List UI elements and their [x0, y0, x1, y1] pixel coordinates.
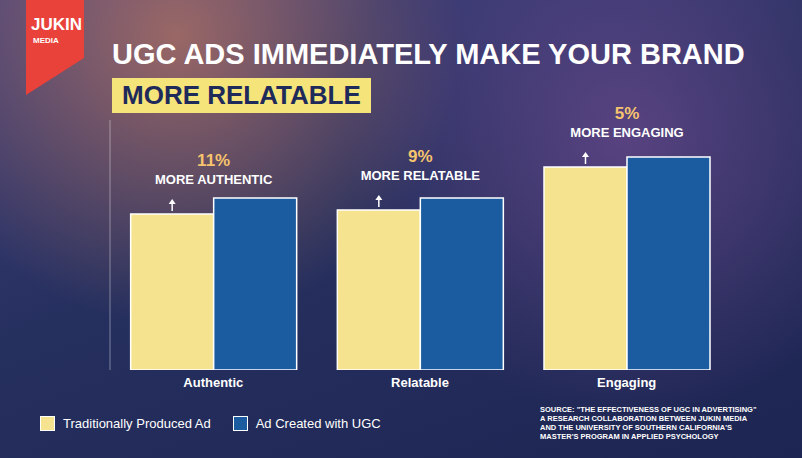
- html-text:MASTER'S PROGRAM IN APPLIED PS: MASTER'S PROGRAM IN APPLIED PSYCHOLOGY: [540, 432, 719, 441]
- html-text:MORE RELATABLE: MORE RELATABLE: [122, 80, 361, 110]
- html-text:UGC ADS IMMEDIATELY MAKE YOUR: UGC ADS IMMEDIATELY MAKE YOUR BRAND: [112, 38, 745, 70]
- svg-text:MORE RELATABLE: MORE RELATABLE: [361, 168, 481, 183]
- svg-text:Relatable: Relatable: [391, 375, 449, 390]
- svg-text:Engaging: Engaging: [597, 375, 656, 390]
- svg-text:MEDIA: MEDIA: [33, 36, 59, 45]
- svg-text:9%: 9%: [408, 147, 433, 166]
- svg-text:11%: 11%: [197, 151, 230, 170]
- svg-text:Authentic: Authentic: [183, 375, 243, 390]
- svg-text:JUKIN: JUKIN: [31, 15, 82, 34]
- svg-text:5%: 5%: [615, 104, 640, 123]
- svg-text:MORE AUTHENTIC: MORE AUTHENTIC: [155, 172, 273, 187]
- html-text:Ad Created with UGC: Ad Created with UGC: [255, 416, 381, 431]
- html-text:SOURCE: "THE EFFECTIVENESS OF: SOURCE: "THE EFFECTIVENESS OF UGC IN ADV…: [540, 405, 757, 414]
- html-text:Traditionally Produced Ad: Traditionally Produced Ad: [63, 416, 211, 431]
- html-text:A RESEARCH COLLABORATION BETWE: A RESEARCH COLLABORATION BETWEEN JUKIN M…: [540, 414, 748, 423]
- svg-text:MORE ENGAGING: MORE ENGAGING: [570, 125, 683, 140]
- html-text:AND THE UNIVERSITY OF SOUTHERN: AND THE UNIVERSITY OF SOUTHERN CALIFORNI…: [540, 423, 733, 432]
